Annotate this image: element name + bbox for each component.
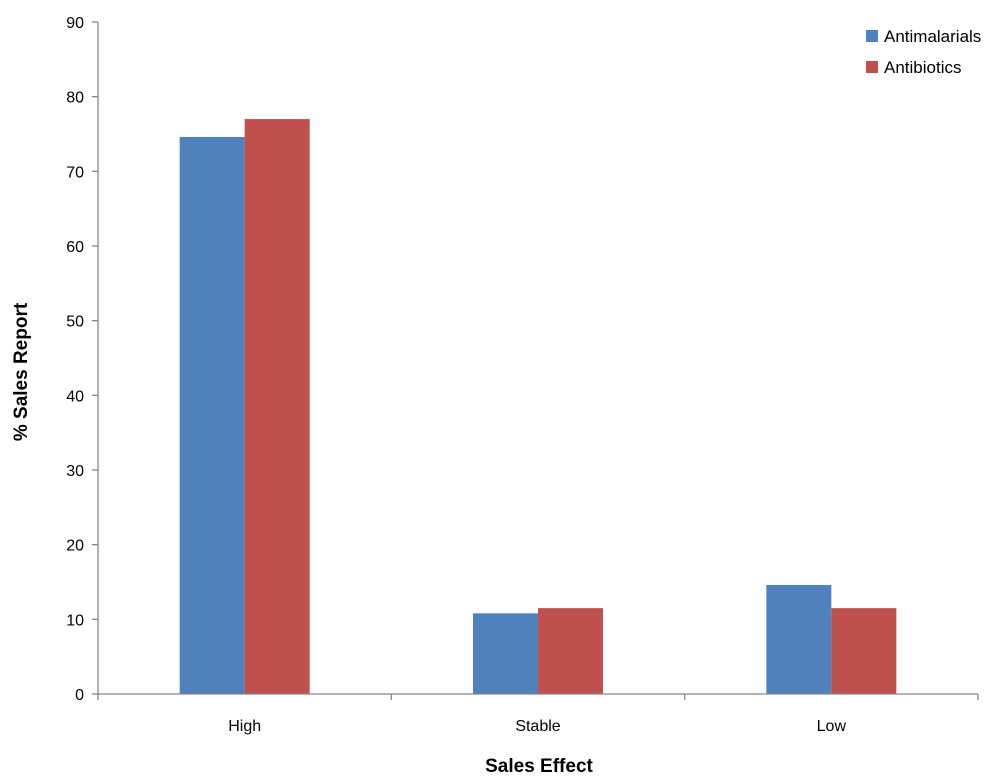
y-tick-label: 60 [66,239,84,256]
y-tick-label: 30 [66,463,84,480]
bar-antibiotics-high [244,119,310,695]
legend-swatch-antimalarials [866,30,878,42]
bar-antimalarials-low [766,584,832,694]
x-axis-title: Sales Effect [485,756,593,777]
y-axis: 0 10 20 30 40 50 60 70 80 90 [66,15,99,704]
y-tick-label: 0 [75,687,84,704]
legend-label-antibiotics: Antibiotics [884,58,961,77]
y-tick-label: 50 [66,314,84,331]
bar-antibiotics-low [831,608,897,694]
y-tick-label: 90 [66,15,84,32]
y-tick-label: 10 [66,612,84,629]
y-tick-label: 70 [66,164,84,181]
x-tick-label: Stable [515,718,560,735]
bar-antibiotics-stable [538,608,603,694]
y-tick-label: 20 [66,538,84,555]
x-tick-label: High [228,718,261,735]
x-axis: High Stable Low [97,693,979,735]
bars-group [179,119,897,695]
y-tick-label: 40 [66,388,84,405]
legend-label-antimalarials: Antimalarials [884,27,981,46]
y-tick-label: 80 [66,90,84,107]
y-axis-title: % Sales Report [11,302,32,441]
legend-swatch-antibiotics [866,61,878,73]
bar-antimalarials-high [179,136,245,694]
legend: Antimalarials Antibiotics [866,27,981,77]
bar-antimalarials-stable [473,613,538,694]
x-tick-label: Low [817,718,847,735]
